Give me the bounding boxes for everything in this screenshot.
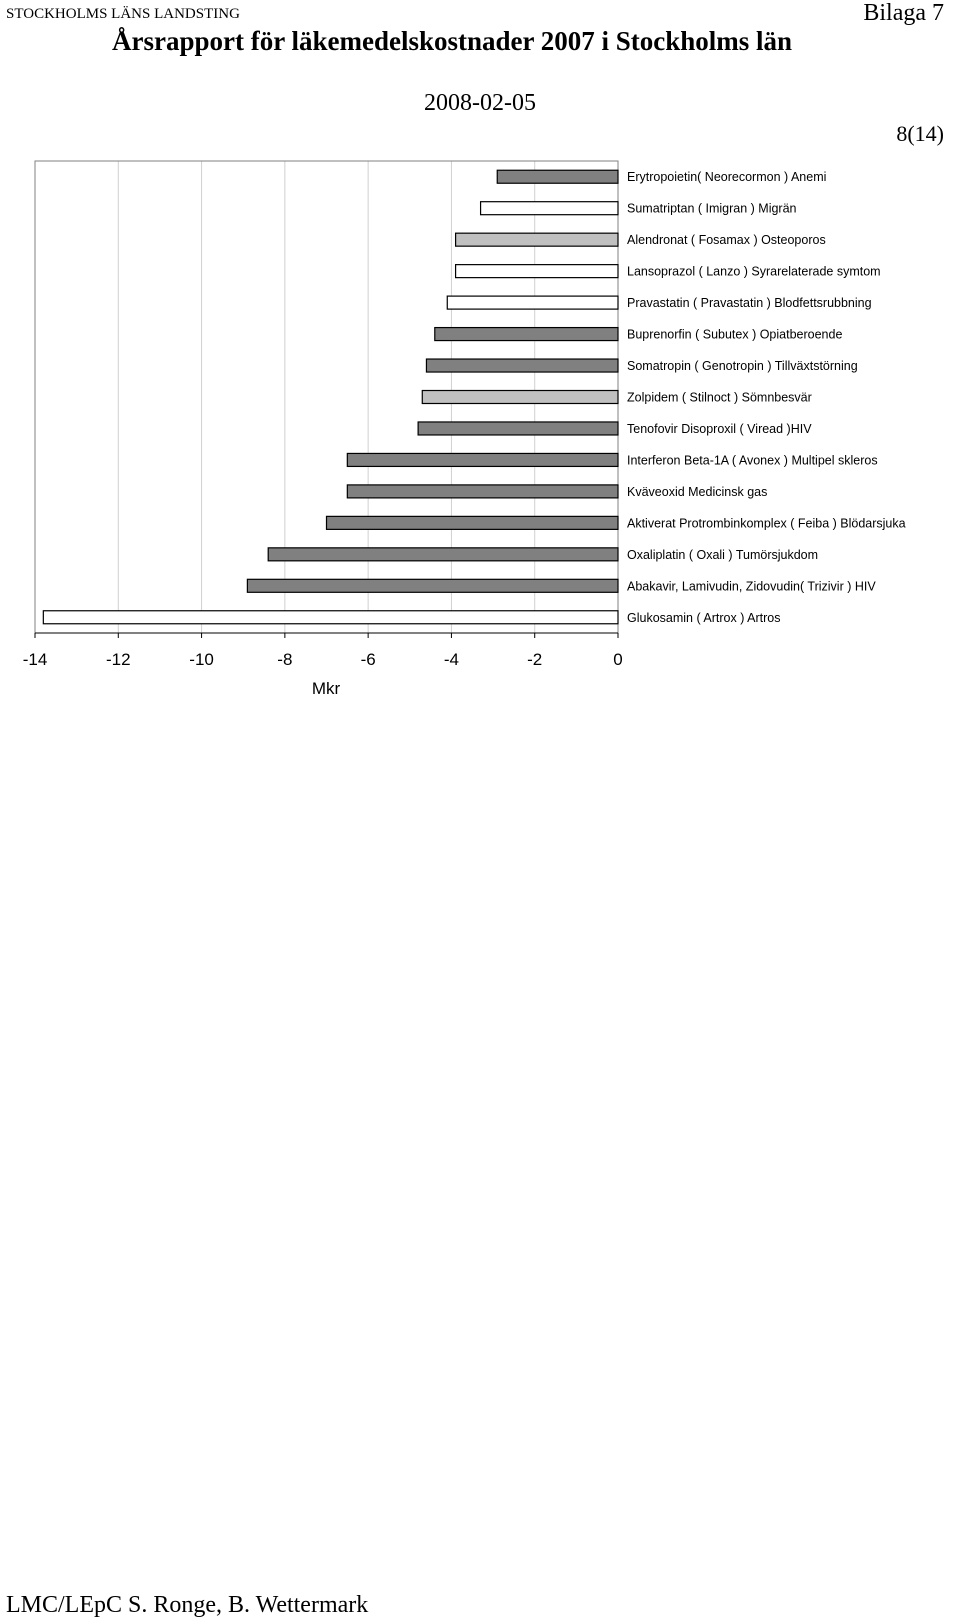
x-tick-label: -4 bbox=[444, 650, 459, 669]
bar bbox=[325, 515, 619, 530]
bar bbox=[434, 326, 619, 342]
category-label: Glukosamin ( Artrox ) Artros bbox=[627, 611, 781, 625]
category-label: Pravastatin ( Pravastatin ) Blodfettsrub… bbox=[627, 296, 872, 310]
category-label: Zolpidem ( Stilnoct ) Sömnbesvär bbox=[627, 391, 812, 405]
category-label: Abakavir, Lamivudin, Zidovudin( Trizivir… bbox=[627, 579, 876, 593]
x-tick-label: -6 bbox=[361, 650, 376, 669]
bar bbox=[454, 264, 619, 279]
category-label: Erytropoietin( Neorecormon ) Anemi bbox=[627, 170, 826, 184]
bar bbox=[446, 295, 619, 310]
x-tick-label: -10 bbox=[189, 650, 214, 669]
x-tick-label: -8 bbox=[277, 650, 292, 669]
category-label: Oxaliplatin ( Oxali ) Tumörsjukdom bbox=[627, 548, 818, 562]
x-axis-label: Mkr bbox=[312, 679, 341, 698]
page-number: 8(14) bbox=[896, 121, 944, 146]
annex-label: Bilaga 7 bbox=[863, 0, 944, 26]
chart-bars bbox=[42, 169, 619, 625]
category-label: Interferon Beta-1A ( Avonex ) Multipel s… bbox=[627, 453, 878, 467]
bar bbox=[267, 547, 619, 562]
report-date: 2008-02-05 bbox=[424, 90, 536, 116]
bar bbox=[479, 201, 619, 216]
category-labels: Erytropoietin( Neorecormon ) Anemi Sumatr… bbox=[627, 170, 906, 625]
bar bbox=[246, 578, 619, 593]
bar bbox=[346, 484, 619, 499]
bar bbox=[346, 452, 619, 468]
category-label: Somatropin ( Genotropin ) Tillväxtstörni… bbox=[627, 359, 858, 373]
category-label: Buprenorfin ( Subutex ) Opiatberoende bbox=[627, 328, 842, 342]
bar bbox=[425, 358, 619, 373]
bar bbox=[421, 389, 619, 405]
organization-name: STOCKHOLMS LÄNS LANDSTING bbox=[6, 6, 240, 22]
bar bbox=[496, 169, 619, 184]
bar bbox=[454, 232, 619, 247]
footer-authors: LMC/LEpC S. Ronge, B. Wettermark bbox=[6, 1592, 369, 1618]
report-title: Årsrapport för läkemedelskostnader 2007 … bbox=[112, 26, 793, 56]
bar bbox=[417, 421, 619, 436]
category-label: Kväveoxid Medicinsk gas bbox=[627, 485, 767, 499]
x-tick-label: 0 bbox=[613, 650, 622, 669]
category-label: Sumatriptan ( Imigran ) Migrän bbox=[627, 202, 797, 216]
x-tick-label: -2 bbox=[527, 650, 542, 669]
category-label: Aktiverat Protrombinkomplex ( Feiba ) Bl… bbox=[627, 516, 906, 530]
category-label: Tenofovir Disoproxil ( Viread )HIV bbox=[627, 422, 812, 436]
x-tick-label: -12 bbox=[106, 650, 131, 669]
cost-change-bar-chart: Erytropoietin( Neorecormon ) Anemi Sumatr… bbox=[23, 160, 906, 698]
x-axis: -14 -12 -10 -8 -6 -4 -2 0 bbox=[23, 632, 623, 669]
category-label: Alendronat ( Fosamax ) Osteoporos bbox=[627, 233, 826, 247]
bar bbox=[42, 610, 619, 625]
x-tick-label: -14 bbox=[23, 650, 48, 669]
category-label: Lansoprazol ( Lanzo ) Syrarelaterade sym… bbox=[627, 265, 881, 279]
